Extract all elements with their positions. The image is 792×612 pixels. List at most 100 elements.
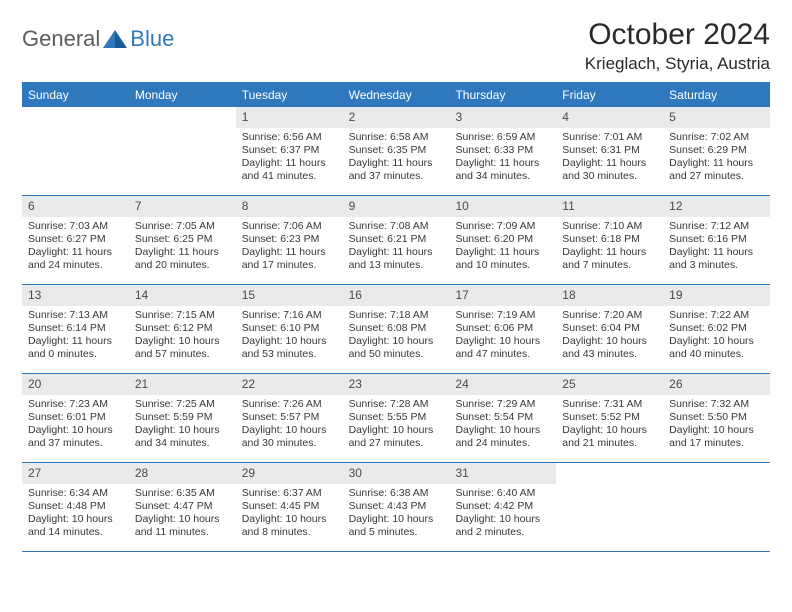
daylight-line: Daylight: 11 hours and 30 minutes.: [562, 157, 657, 183]
sunrise-line: Sunrise: 6:58 AM: [349, 131, 444, 144]
sunrise-line: Sunrise: 7:01 AM: [562, 131, 657, 144]
day-body: Sunrise: 6:37 AMSunset: 4:45 PMDaylight:…: [236, 484, 343, 544]
day-cell: 30Sunrise: 6:38 AMSunset: 4:43 PMDayligh…: [343, 463, 450, 551]
dow-cell: Wednesday: [343, 84, 450, 107]
weeks-container: ....1Sunrise: 6:56 AMSunset: 6:37 PMDayl…: [22, 107, 770, 552]
day-body: Sunrise: 7:22 AMSunset: 6:02 PMDaylight:…: [663, 306, 770, 366]
daylight-line: Daylight: 10 hours and 5 minutes.: [349, 513, 444, 539]
day-body: Sunrise: 7:06 AMSunset: 6:23 PMDaylight:…: [236, 217, 343, 277]
day-number: 5: [663, 107, 770, 128]
sunset-line: Sunset: 6:29 PM: [669, 144, 764, 157]
week-row: 20Sunrise: 7:23 AMSunset: 6:01 PMDayligh…: [22, 374, 770, 463]
daylight-line: Daylight: 10 hours and 34 minutes.: [135, 424, 230, 450]
logo-icon: [102, 28, 128, 50]
sunset-line: Sunset: 6:27 PM: [28, 233, 123, 246]
daylight-line: Daylight: 10 hours and 21 minutes.: [562, 424, 657, 450]
day-number: 6: [22, 196, 129, 217]
day-number: 12: [663, 196, 770, 217]
daylight-line: Daylight: 10 hours and 43 minutes.: [562, 335, 657, 361]
day-cell: 23Sunrise: 7:28 AMSunset: 5:55 PMDayligh…: [343, 374, 450, 462]
sunset-line: Sunset: 6:16 PM: [669, 233, 764, 246]
day-number: 16: [343, 285, 450, 306]
sunset-line: Sunset: 6:10 PM: [242, 322, 337, 335]
day-cell: 18Sunrise: 7:20 AMSunset: 6:04 PMDayligh…: [556, 285, 663, 373]
day-number: 10: [449, 196, 556, 217]
sunrise-line: Sunrise: 7:23 AM: [28, 398, 123, 411]
sunrise-line: Sunrise: 7:26 AM: [242, 398, 337, 411]
logo: General Blue: [22, 18, 174, 52]
daylight-line: Daylight: 11 hours and 10 minutes.: [455, 246, 550, 272]
dow-cell: Saturday: [663, 84, 770, 107]
sunset-line: Sunset: 6:35 PM: [349, 144, 444, 157]
day-body: Sunrise: 7:12 AMSunset: 6:16 PMDaylight:…: [663, 217, 770, 277]
day-body: Sunrise: 7:29 AMSunset: 5:54 PMDaylight:…: [449, 395, 556, 455]
sunrise-line: Sunrise: 6:37 AM: [242, 487, 337, 500]
sunset-line: Sunset: 6:04 PM: [562, 322, 657, 335]
sunrise-line: Sunrise: 7:10 AM: [562, 220, 657, 233]
daylight-line: Daylight: 10 hours and 17 minutes.: [669, 424, 764, 450]
day-cell: 6Sunrise: 7:03 AMSunset: 6:27 PMDaylight…: [22, 196, 129, 284]
sunset-line: Sunset: 5:50 PM: [669, 411, 764, 424]
day-body: Sunrise: 7:16 AMSunset: 6:10 PMDaylight:…: [236, 306, 343, 366]
sunrise-line: Sunrise: 7:15 AM: [135, 309, 230, 322]
day-cell: 26Sunrise: 7:32 AMSunset: 5:50 PMDayligh…: [663, 374, 770, 462]
day-of-week-row: SundayMondayTuesdayWednesdayThursdayFrid…: [22, 84, 770, 107]
sunset-line: Sunset: 5:54 PM: [455, 411, 550, 424]
day-number: 25: [556, 374, 663, 395]
day-body: Sunrise: 7:08 AMSunset: 6:21 PMDaylight:…: [343, 217, 450, 277]
day-body: Sunrise: 7:32 AMSunset: 5:50 PMDaylight:…: [663, 395, 770, 455]
daylight-line: Daylight: 11 hours and 3 minutes.: [669, 246, 764, 272]
sunrise-line: Sunrise: 7:08 AM: [349, 220, 444, 233]
month-title: October 2024: [585, 18, 770, 52]
daylight-line: Daylight: 10 hours and 37 minutes.: [28, 424, 123, 450]
daylight-line: Daylight: 11 hours and 27 minutes.: [669, 157, 764, 183]
daylight-line: Daylight: 10 hours and 57 minutes.: [135, 335, 230, 361]
day-cell: 9Sunrise: 7:08 AMSunset: 6:21 PMDaylight…: [343, 196, 450, 284]
day-body: Sunrise: 7:15 AMSunset: 6:12 PMDaylight:…: [129, 306, 236, 366]
day-body: Sunrise: 7:01 AMSunset: 6:31 PMDaylight:…: [556, 128, 663, 188]
day-number: 15: [236, 285, 343, 306]
sunrise-line: Sunrise: 7:22 AM: [669, 309, 764, 322]
daylight-line: Daylight: 10 hours and 11 minutes.: [135, 513, 230, 539]
daylight-line: Daylight: 10 hours and 27 minutes.: [349, 424, 444, 450]
sunrise-line: Sunrise: 7:05 AM: [135, 220, 230, 233]
sunset-line: Sunset: 6:25 PM: [135, 233, 230, 246]
day-number: 13: [22, 285, 129, 306]
day-cell: 7Sunrise: 7:05 AMSunset: 6:25 PMDaylight…: [129, 196, 236, 284]
logo-text-part1: General: [22, 26, 100, 52]
daylight-line: Daylight: 10 hours and 24 minutes.: [455, 424, 550, 450]
sunset-line: Sunset: 6:12 PM: [135, 322, 230, 335]
dow-cell: Sunday: [22, 84, 129, 107]
day-body: Sunrise: 7:10 AMSunset: 6:18 PMDaylight:…: [556, 217, 663, 277]
day-body: Sunrise: 6:58 AMSunset: 6:35 PMDaylight:…: [343, 128, 450, 188]
sunrise-line: Sunrise: 7:06 AM: [242, 220, 337, 233]
daylight-line: Daylight: 11 hours and 41 minutes.: [242, 157, 337, 183]
sunrise-line: Sunrise: 7:03 AM: [28, 220, 123, 233]
sunrise-line: Sunrise: 6:35 AM: [135, 487, 230, 500]
daylight-line: Daylight: 10 hours and 14 minutes.: [28, 513, 123, 539]
day-cell: 10Sunrise: 7:09 AMSunset: 6:20 PMDayligh…: [449, 196, 556, 284]
sunrise-line: Sunrise: 7:29 AM: [455, 398, 550, 411]
day-number: 19: [663, 285, 770, 306]
sunrise-line: Sunrise: 6:38 AM: [349, 487, 444, 500]
day-body: Sunrise: 7:31 AMSunset: 5:52 PMDaylight:…: [556, 395, 663, 455]
week-row: 27Sunrise: 6:34 AMSunset: 4:48 PMDayligh…: [22, 463, 770, 552]
week-row: ....1Sunrise: 6:56 AMSunset: 6:37 PMDayl…: [22, 107, 770, 196]
day-body: Sunrise: 7:26 AMSunset: 5:57 PMDaylight:…: [236, 395, 343, 455]
sunset-line: Sunset: 4:42 PM: [455, 500, 550, 513]
day-number: 3: [449, 107, 556, 128]
daylight-line: Daylight: 11 hours and 17 minutes.: [242, 246, 337, 272]
day-cell: 2Sunrise: 6:58 AMSunset: 6:35 PMDaylight…: [343, 107, 450, 195]
day-body: Sunrise: 6:38 AMSunset: 4:43 PMDaylight:…: [343, 484, 450, 544]
logo-text-part2: Blue: [130, 26, 174, 52]
daylight-line: Daylight: 10 hours and 53 minutes.: [242, 335, 337, 361]
daylight-line: Daylight: 11 hours and 37 minutes.: [349, 157, 444, 183]
header: General Blue October 2024 Krieglach, Sty…: [22, 18, 770, 74]
sunset-line: Sunset: 5:52 PM: [562, 411, 657, 424]
sunrise-line: Sunrise: 7:32 AM: [669, 398, 764, 411]
day-number: 26: [663, 374, 770, 395]
sunrise-line: Sunrise: 7:18 AM: [349, 309, 444, 322]
daylight-line: Daylight: 11 hours and 13 minutes.: [349, 246, 444, 272]
day-body: Sunrise: 7:23 AMSunset: 6:01 PMDaylight:…: [22, 395, 129, 455]
sunset-line: Sunset: 6:31 PM: [562, 144, 657, 157]
